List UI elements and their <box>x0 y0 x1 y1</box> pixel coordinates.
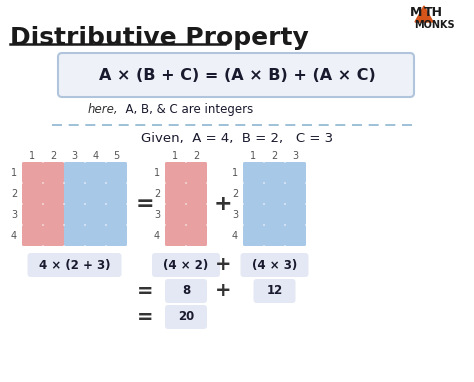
FancyBboxPatch shape <box>165 162 186 183</box>
Text: 2: 2 <box>193 151 200 161</box>
Text: 1: 1 <box>11 167 17 178</box>
Text: A, B, & C are integers: A, B, & C are integers <box>118 103 253 116</box>
Text: (4 × 3): (4 × 3) <box>252 259 297 272</box>
FancyBboxPatch shape <box>285 162 306 183</box>
Text: 1: 1 <box>232 167 238 178</box>
Text: 3: 3 <box>11 209 17 220</box>
Text: 1: 1 <box>154 167 160 178</box>
Text: 3: 3 <box>154 209 160 220</box>
Text: 2: 2 <box>232 188 238 199</box>
FancyBboxPatch shape <box>254 279 295 303</box>
Text: 12: 12 <box>266 285 283 298</box>
Text: 2: 2 <box>11 188 17 199</box>
FancyBboxPatch shape <box>64 183 85 204</box>
Text: +: + <box>214 194 232 214</box>
FancyBboxPatch shape <box>106 162 127 183</box>
Text: +: + <box>215 282 231 301</box>
Text: 1: 1 <box>250 151 256 161</box>
Text: 4: 4 <box>154 230 160 241</box>
FancyBboxPatch shape <box>106 225 127 246</box>
Text: 4: 4 <box>232 230 238 241</box>
FancyBboxPatch shape <box>186 204 207 225</box>
FancyBboxPatch shape <box>264 225 285 246</box>
Text: 5: 5 <box>113 151 119 161</box>
FancyBboxPatch shape <box>85 204 106 225</box>
FancyBboxPatch shape <box>264 204 285 225</box>
Text: 1: 1 <box>29 151 36 161</box>
FancyBboxPatch shape <box>152 253 220 277</box>
FancyBboxPatch shape <box>165 225 186 246</box>
FancyBboxPatch shape <box>240 253 309 277</box>
Text: 3: 3 <box>232 209 238 220</box>
FancyBboxPatch shape <box>243 183 264 204</box>
Text: 8: 8 <box>182 285 190 298</box>
FancyBboxPatch shape <box>264 183 285 204</box>
FancyBboxPatch shape <box>22 204 43 225</box>
FancyBboxPatch shape <box>186 225 207 246</box>
FancyBboxPatch shape <box>186 162 207 183</box>
Text: Distributive Property: Distributive Property <box>10 26 309 50</box>
Text: 4: 4 <box>11 230 17 241</box>
Polygon shape <box>415 6 433 22</box>
Text: 2: 2 <box>272 151 278 161</box>
FancyBboxPatch shape <box>22 225 43 246</box>
FancyBboxPatch shape <box>285 183 306 204</box>
Text: 3: 3 <box>292 151 299 161</box>
FancyBboxPatch shape <box>43 162 64 183</box>
FancyBboxPatch shape <box>243 162 264 183</box>
Text: here,: here, <box>88 103 118 116</box>
FancyBboxPatch shape <box>243 225 264 246</box>
FancyBboxPatch shape <box>285 225 306 246</box>
FancyBboxPatch shape <box>22 162 43 183</box>
Text: 3: 3 <box>72 151 78 161</box>
FancyBboxPatch shape <box>27 253 121 277</box>
Text: MONKS: MONKS <box>414 20 455 30</box>
FancyBboxPatch shape <box>165 305 207 329</box>
Text: (4 × 2): (4 × 2) <box>164 259 209 272</box>
FancyBboxPatch shape <box>85 183 106 204</box>
Text: 20: 20 <box>178 311 194 324</box>
Text: 4: 4 <box>92 151 99 161</box>
FancyBboxPatch shape <box>43 204 64 225</box>
Text: 4 × (2 + 3): 4 × (2 + 3) <box>39 259 110 272</box>
Text: M: M <box>410 6 422 19</box>
Text: =: = <box>136 194 155 214</box>
FancyBboxPatch shape <box>64 162 85 183</box>
FancyBboxPatch shape <box>264 162 285 183</box>
FancyBboxPatch shape <box>285 204 306 225</box>
FancyBboxPatch shape <box>243 204 264 225</box>
FancyBboxPatch shape <box>165 204 186 225</box>
FancyBboxPatch shape <box>106 183 127 204</box>
Text: =: = <box>137 308 153 327</box>
FancyBboxPatch shape <box>85 225 106 246</box>
FancyBboxPatch shape <box>106 204 127 225</box>
FancyBboxPatch shape <box>64 204 85 225</box>
Text: TH: TH <box>424 6 443 19</box>
FancyBboxPatch shape <box>64 225 85 246</box>
Text: 2: 2 <box>50 151 56 161</box>
FancyBboxPatch shape <box>58 53 414 97</box>
FancyBboxPatch shape <box>165 183 186 204</box>
FancyBboxPatch shape <box>43 183 64 204</box>
FancyBboxPatch shape <box>165 279 207 303</box>
FancyBboxPatch shape <box>85 162 106 183</box>
FancyBboxPatch shape <box>186 183 207 204</box>
Text: A × (B + C) = (A × B) + (A × C): A × (B + C) = (A × B) + (A × C) <box>99 68 375 83</box>
Text: 1: 1 <box>173 151 179 161</box>
FancyBboxPatch shape <box>43 225 64 246</box>
Text: 2: 2 <box>154 188 160 199</box>
FancyBboxPatch shape <box>22 183 43 204</box>
Text: Given,  A = 4,  B = 2,   C = 3: Given, A = 4, B = 2, C = 3 <box>141 132 333 145</box>
Text: +: + <box>215 256 231 275</box>
Text: =: = <box>137 282 153 301</box>
